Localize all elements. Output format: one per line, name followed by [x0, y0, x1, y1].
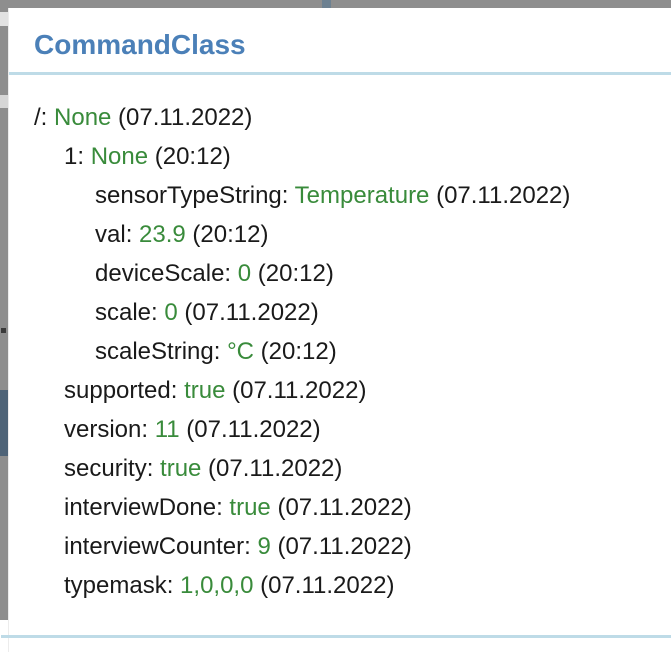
- entry-value: 23.9: [139, 221, 186, 248]
- entry-timestamp: (07.11.2022): [429, 182, 571, 209]
- left-strip-segment: [0, 12, 8, 26]
- commandclass-data-tree: /: None (07.11.2022) 1: None (20:12) senso…: [9, 98, 671, 605]
- entry-colon: :: [125, 221, 140, 248]
- entry-value: None: [90, 143, 149, 170]
- entry-label: sensorTypeString: [95, 182, 282, 209]
- entry-value: true: [160, 455, 202, 482]
- entry-colon: :: [40, 104, 55, 131]
- tree-row: scale: 0 (07.11.2022): [9, 293, 671, 332]
- tree-row: deviceScale: 0 (20:12): [9, 254, 671, 293]
- left-strip-scroll-segment: [0, 390, 8, 456]
- tree-row: security: true (07.11.2022): [9, 449, 671, 488]
- tree-row: interviewDone: true (07.11.2022): [9, 488, 671, 527]
- background-top-bar-notch: [322, 0, 331, 8]
- entry-colon: :: [281, 182, 295, 209]
- entry-timestamp: (20:12): [148, 143, 231, 170]
- entry-value: 0: [237, 260, 252, 287]
- entry-colon: :: [77, 143, 91, 170]
- tree-row: scaleString: °C (20:12): [9, 332, 671, 371]
- entry-colon: :: [213, 338, 228, 365]
- entry-label: version: [64, 416, 142, 443]
- entry-timestamp: (07.11.2022): [253, 572, 395, 599]
- header-divider: [9, 72, 671, 75]
- entry-timestamp: (20:12): [254, 338, 337, 365]
- entry-label: security: [64, 455, 147, 482]
- entry-value: true: [184, 377, 226, 404]
- entry-label: interviewDone: [64, 494, 217, 521]
- entry-label: 1: [64, 143, 78, 170]
- entry-label: scaleString: [95, 338, 214, 365]
- panel-title: CommandClass: [34, 29, 246, 60]
- left-strip-segment: [0, 95, 8, 108]
- entry-value: None: [54, 104, 112, 131]
- entry-colon: :: [146, 455, 161, 482]
- tree-row: val: 23.9 (20:12): [9, 215, 671, 254]
- entry-timestamp: (07.11.2022): [177, 299, 319, 326]
- entry-colon: :: [244, 533, 258, 560]
- entry-value: 1,0,0,0: [180, 572, 254, 599]
- entry-colon: :: [151, 299, 165, 326]
- entry-timestamp: (07.11.2022): [225, 377, 367, 404]
- background-top-bar: [0, 0, 671, 8]
- entry-value: 9: [257, 533, 271, 560]
- entry-colon: :: [166, 572, 181, 599]
- entry-label: val: [95, 221, 126, 248]
- entry-timestamp: (07.11.2022): [270, 494, 412, 521]
- entry-timestamp: (20:12): [251, 260, 334, 287]
- tree-row: version: 11 (07.11.2022): [9, 410, 671, 449]
- entry-timestamp: (07.11.2022): [111, 104, 253, 131]
- entry-colon: :: [141, 416, 155, 443]
- entry-value: °C: [227, 338, 255, 365]
- background-left-strip: [0, 8, 8, 620]
- entry-timestamp: (20:12): [185, 221, 269, 248]
- commandclass-panel: CommandClass /: None (07.11.2022) 1: None…: [1, 8, 671, 652]
- entry-label: typemask: [64, 572, 167, 599]
- tree-row: 1: None (20:12): [9, 137, 671, 176]
- entry-value: Temperature: [294, 182, 430, 209]
- tree-row: typemask: 1,0,0,0 (07.11.2022): [9, 566, 671, 605]
- entry-label: interviewCounter: [64, 533, 245, 560]
- tree-row: /: None (07.11.2022): [9, 98, 671, 137]
- entry-timestamp: (07.11.2022): [270, 533, 412, 560]
- entry-timestamp: (07.11.2022): [179, 416, 321, 443]
- entry-label: deviceScale: [95, 260, 225, 287]
- entry-colon: :: [224, 260, 238, 287]
- entry-value: true: [229, 494, 271, 521]
- entry-label: /: [34, 104, 41, 131]
- entry-label: supported: [64, 377, 171, 404]
- tree-row: supported: true (07.11.2022): [9, 371, 671, 410]
- entry-value: 0: [164, 299, 178, 326]
- entry-colon: :: [170, 377, 185, 404]
- tree-row: sensorTypeString: Temperature (07.11.202…: [9, 176, 671, 215]
- bottom-divider: [1, 635, 671, 638]
- entry-colon: :: [216, 494, 230, 521]
- left-strip-dot: [1, 328, 6, 333]
- entry-timestamp: (07.11.2022): [201, 455, 343, 482]
- tree-row: interviewCounter: 9 (07.11.2022): [9, 527, 671, 566]
- entry-value: 11: [154, 416, 180, 443]
- entry-label: scale: [95, 299, 152, 326]
